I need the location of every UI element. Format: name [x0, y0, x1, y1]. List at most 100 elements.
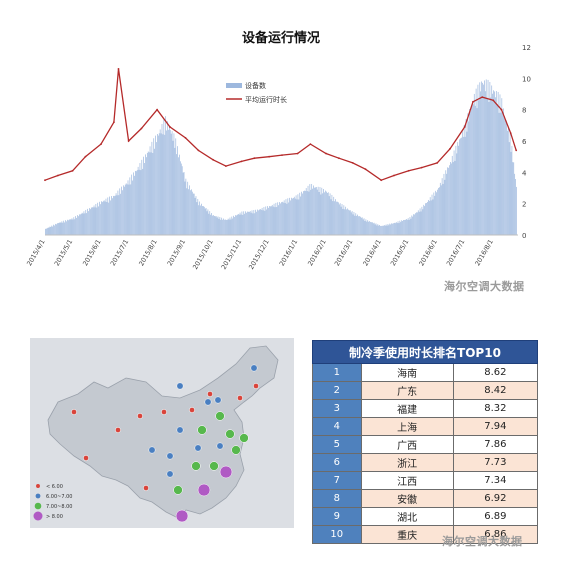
bar-device-count [387, 224, 389, 235]
bar-device-count [295, 195, 297, 235]
bar-device-count [383, 225, 385, 235]
bar-device-count [281, 202, 282, 235]
bar-device-count [242, 214, 244, 235]
bar-device-count [157, 135, 159, 235]
bar-device-count [63, 220, 65, 235]
bar-device-count [79, 214, 81, 235]
bar-device-count [410, 218, 412, 235]
bar-device-count [377, 224, 379, 235]
map-legend: < 6.00 6.00~7.00 7.00~8.00 > 8.00 [33, 484, 72, 521]
series-line-average-runtime [44, 68, 517, 181]
bar-device-count [296, 199, 298, 235]
bar-device-count [350, 212, 352, 235]
bar-device-count [502, 112, 504, 235]
bar-device-count [382, 225, 384, 235]
bar-device-count [511, 145, 513, 235]
bar-device-count [343, 205, 345, 235]
bar-device-count [259, 209, 261, 235]
rank-cell: 10 [312, 525, 362, 544]
bar-device-count [430, 200, 432, 235]
point-average-runtime [449, 147, 451, 150]
point-average-runtime [253, 157, 256, 160]
bar-device-count [385, 224, 387, 235]
bar-device-count [310, 189, 312, 235]
bar-device-count [497, 91, 499, 235]
bar-device-count [467, 113, 469, 235]
bar-device-count [516, 186, 517, 235]
value-cell: 7.73 [452, 453, 539, 472]
bar-device-count [56, 223, 58, 235]
bar-device-count [328, 196, 330, 235]
point-average-runtime [393, 174, 395, 177]
bar-device-count [164, 134, 166, 235]
province-marker [115, 427, 121, 433]
bar-device-count [237, 213, 239, 235]
legend-label-average-runtime: 平均运行时长 [245, 95, 287, 104]
bar-device-count [297, 194, 299, 235]
bar-device-count [211, 213, 212, 235]
bar-device-count [240, 214, 242, 235]
bar-device-count [146, 157, 147, 235]
bar-device-count [198, 205, 200, 235]
bar-device-count [153, 138, 155, 235]
bar-device-count [266, 209, 268, 235]
bar-device-count [249, 210, 251, 235]
bar-device-count [152, 152, 154, 235]
bar-device-count [78, 216, 79, 235]
bar-device-count [427, 201, 428, 235]
point-average-runtime [127, 140, 130, 142]
bar-device-count [381, 225, 382, 235]
rank-cell: 8 [312, 489, 362, 508]
bar-device-count [115, 193, 117, 235]
bar-device-count [394, 223, 396, 235]
bar-device-count [168, 129, 169, 235]
value-cell: 8.32 [452, 399, 539, 418]
province-marker [166, 470, 174, 478]
bar-device-count [354, 215, 356, 235]
bar-device-count [97, 202, 99, 235]
bar-device-count [58, 222, 60, 235]
bar-device-count [67, 220, 69, 235]
bar-device-count [155, 135, 156, 235]
bar-device-count [449, 165, 450, 235]
bar-device-count [88, 211, 89, 235]
bar-device-count [126, 184, 128, 235]
bar-device-count [194, 197, 196, 235]
bar-device-count [193, 193, 195, 235]
bar-device-count [69, 219, 71, 235]
bar-device-count [493, 90, 494, 235]
bar-device-count [74, 219, 76, 235]
bar-device-count [325, 190, 326, 235]
bar-device-count [349, 210, 351, 235]
map-legend-swatch [34, 502, 42, 510]
bar-device-count [514, 173, 516, 235]
map-legend-label: > 8.00 [46, 514, 63, 520]
bar-device-count [76, 217, 77, 235]
bar-device-count [253, 210, 255, 235]
bar-device-count [140, 170, 142, 235]
bar-device-count [311, 183, 313, 235]
bar-device-count [53, 224, 54, 235]
bar-device-count [247, 211, 248, 235]
bar-device-count [425, 203, 426, 235]
bar-device-count [468, 121, 470, 235]
bar-device-count [302, 193, 303, 235]
bar-device-count [180, 161, 181, 235]
bar-device-count [349, 210, 350, 235]
bar-device-count [451, 155, 453, 235]
bar-device-count [394, 222, 395, 235]
bar-device-count [114, 195, 116, 235]
table-row: 5 广西 7.86 [312, 435, 539, 454]
bar-device-count [251, 210, 253, 235]
bar-device-count [436, 192, 437, 235]
point-average-runtime [420, 166, 423, 169]
province-marker [239, 433, 249, 443]
province-marker [225, 429, 235, 439]
bar-device-count [427, 199, 429, 235]
bar-device-count [461, 131, 463, 235]
bar-device-count [420, 211, 422, 235]
bar-device-count [495, 91, 497, 236]
bar-device-count [172, 140, 174, 235]
table-title: 制冷季使用时长排名TOP10 [312, 340, 538, 364]
bar-device-count [206, 211, 208, 235]
